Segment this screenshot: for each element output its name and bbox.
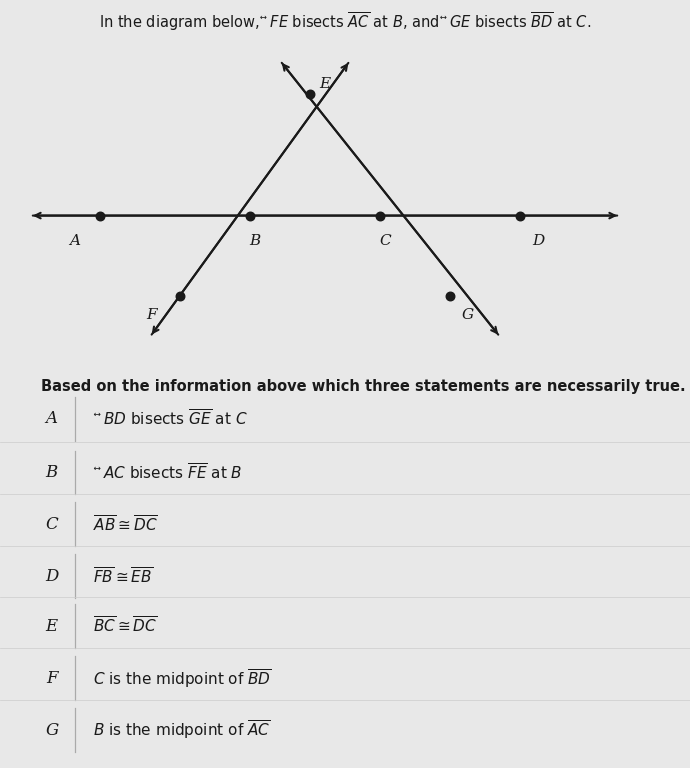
Text: F: F (46, 670, 57, 687)
Point (444, 290, 455, 303)
Text: G: G (45, 722, 59, 739)
Text: D: D (45, 568, 59, 584)
Text: G: G (462, 308, 474, 323)
Text: E: E (319, 78, 331, 91)
Text: $\overline{FB}\cong\overline{EB}$: $\overline{FB}\cong\overline{EB}$ (93, 566, 153, 587)
Text: $C$ is the midpoint of $\overline{BD}$: $C$ is the midpoint of $\overline{BD}$ (93, 667, 272, 690)
Text: $B$ is the midpoint of $\overline{AC}$: $B$ is the midpoint of $\overline{AC}$ (93, 719, 270, 741)
Point (244, 210, 255, 222)
Text: $\overline{BC}\cong\overline{DC}$: $\overline{BC}\cong\overline{DC}$ (93, 616, 157, 637)
Text: $\overleftrightarrow{AC}$ bisects $\overline{FE}$ at $B$: $\overleftrightarrow{AC}$ bisects $\over… (93, 462, 243, 482)
Text: In the diagram below, $\overleftrightarrow{FE}$ bisects $\overline{AC}$ at $B$, : In the diagram below, $\overleftrightarr… (99, 10, 591, 33)
Text: B: B (46, 464, 58, 481)
Point (175, 290, 186, 303)
Text: D: D (532, 234, 544, 248)
Text: A: A (70, 234, 81, 248)
Text: $\overline{AB}\cong\overline{DC}$: $\overline{AB}\cong\overline{DC}$ (93, 515, 158, 535)
Text: C: C (380, 234, 391, 248)
Text: A: A (46, 410, 58, 427)
Text: F: F (147, 308, 157, 323)
Text: $\overleftrightarrow{BD}$ bisects $\overline{GE}$ at $C$: $\overleftrightarrow{BD}$ bisects $\over… (93, 409, 248, 429)
Text: E: E (46, 617, 58, 634)
Point (515, 210, 526, 222)
Text: C: C (46, 516, 58, 533)
Point (304, 88, 315, 101)
Text: B: B (249, 234, 261, 248)
Point (375, 210, 386, 222)
Text: Based on the information above which three statements are necessarily true.: Based on the information above which thr… (41, 379, 686, 394)
Point (95, 210, 106, 222)
